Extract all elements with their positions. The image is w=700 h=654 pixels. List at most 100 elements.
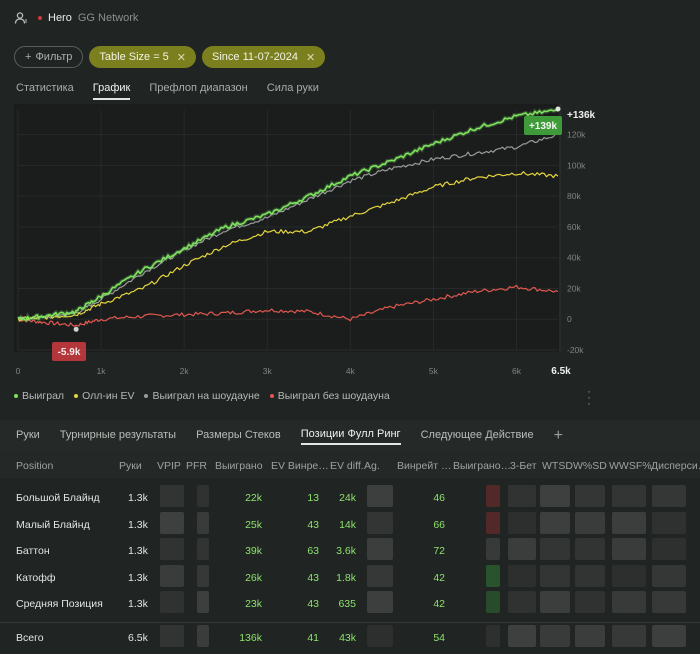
blurred-cell	[486, 485, 500, 507]
blurred-cell	[197, 538, 209, 560]
filter-label: Фильтр	[35, 51, 73, 63]
blurred-cell	[486, 565, 500, 587]
chart-legend: Выиграл Олл-ин EV Выиграл на шоудауне Вы…	[14, 390, 390, 402]
table-row[interactable]: Большой Блайнд 1.3k 22k 13 24k 46	[0, 488, 700, 514]
legend-item-showdown[interactable]: Выиграл на шоудауне	[144, 390, 260, 402]
chip-label: Since 11-07-2024	[212, 51, 299, 63]
cell-position: Средняя Позиция	[16, 598, 103, 610]
column-variance[interactable]: Дисперси…	[651, 460, 700, 472]
series-line-non-showdown	[17, 284, 559, 327]
tab-statistics[interactable]: Статистика	[16, 82, 74, 94]
plus-icon: +	[25, 51, 32, 63]
legend-item-allin-ev[interactable]: Олл-ин EV	[74, 390, 134, 402]
tab-hands[interactable]: Руки	[16, 428, 40, 441]
filter-chip-since[interactable]: Since 11-07-2024 ✕	[202, 46, 326, 68]
cell-ev-winrate: 13	[307, 492, 319, 504]
cell-won: 136k	[239, 632, 262, 644]
cell-position: Баттон	[16, 545, 50, 557]
table-row[interactable]: Баттон 1.3k 39k 63 3.6k 72	[0, 541, 700, 567]
blurred-cell	[575, 625, 605, 647]
table-row[interactable]: Катофф 1.3k 26k 43 1.8k 42	[0, 568, 700, 594]
top-tabs: Статистика График Префлоп диапазон Сила …	[16, 82, 319, 100]
tab-next-action[interactable]: Следующее Действие	[420, 428, 534, 441]
column-pfr[interactable]: PFR	[186, 460, 207, 472]
cell-winrate: 72	[433, 545, 445, 557]
blurred-cell	[575, 591, 605, 613]
column-ag[interactable]: Ag.	[364, 460, 380, 472]
column-wsd[interactable]: W%SD	[573, 460, 607, 472]
blurred-cell	[486, 538, 500, 560]
cell-won: 25k	[245, 519, 262, 531]
blurred-cell	[367, 591, 393, 613]
y-tick-label: 60k	[567, 222, 581, 232]
cell-hands: 1.3k	[128, 572, 148, 584]
add-tab-icon[interactable]: +	[553, 427, 563, 444]
blurred-cell	[612, 565, 646, 587]
add-filter-button[interactable]: + Фильтр	[14, 46, 84, 68]
tab-preflop-range[interactable]: Префлоп диапазон	[149, 82, 248, 94]
cell-ev-winrate: 43	[307, 572, 319, 584]
close-icon[interactable]: ✕	[176, 51, 187, 64]
column-won[interactable]: Выиграно	[215, 460, 263, 472]
filter-chip-table-size[interactable]: Table Size = 5 ✕	[89, 46, 197, 68]
x-tick-label: 6k	[512, 366, 522, 376]
column-wtsd[interactable]: WTSD	[542, 460, 573, 472]
legend-item-won[interactable]: Выиграл	[14, 390, 64, 402]
cell-ev-winrate: 63	[307, 545, 319, 557]
close-icon[interactable]: ✕	[306, 51, 316, 64]
plot-area	[14, 104, 560, 352]
y-tick-label: 120k	[567, 130, 586, 140]
column-ev-diff[interactable]: EV diff.	[330, 460, 364, 472]
column-3bet[interactable]: 3-Бет	[510, 460, 537, 472]
table-row-total[interactable]: Всего 6.5k 136k 41 43k 54	[0, 628, 700, 654]
y-tick-label: 80k	[567, 191, 581, 201]
legend-item-non-showdown[interactable]: Выиграл без шоудауна	[269, 390, 390, 402]
cell-hands: 1.3k	[128, 492, 148, 504]
blurred-cell	[652, 512, 686, 534]
column-won-2[interactable]: Выиграно…	[453, 460, 512, 472]
cell-ev-diff: 24k	[339, 492, 356, 504]
blurred-cell	[540, 591, 570, 613]
table-row[interactable]: Малый Блайнд 1.3k 25k 43 14k 66	[0, 515, 700, 541]
x-tick-label: 0	[16, 366, 21, 376]
tab-tournament-results[interactable]: Турнирные результаты	[59, 428, 177, 441]
divider	[0, 622, 700, 623]
y-tick-label: 20k	[567, 283, 581, 293]
column-winrate[interactable]: Винрейт …	[397, 460, 452, 472]
more-vertical-icon[interactable]: · · ·	[587, 384, 591, 410]
column-ev-winrate[interactable]: EV Винре…	[271, 460, 329, 472]
blurred-cell	[612, 485, 646, 507]
blurred-cell	[367, 538, 393, 560]
column-vpip[interactable]: VPIP	[157, 460, 181, 472]
blurred-cell	[197, 565, 209, 587]
table-row[interactable]: Средняя Позиция 1.3k 23k 43 635 42	[0, 594, 700, 620]
blurred-cell	[652, 485, 686, 507]
blurred-cell	[612, 591, 646, 613]
blurred-cell	[160, 591, 184, 613]
cell-hands: 1.3k	[128, 598, 148, 610]
column-wwsf[interactable]: WWSF%	[609, 460, 652, 472]
blurred-cell	[540, 625, 570, 647]
series-line-won	[17, 109, 559, 321]
blurred-cell	[197, 591, 209, 613]
tab-stack-sizes[interactable]: Размеры Стеков	[196, 428, 281, 441]
user-icon[interactable]	[14, 11, 28, 25]
blurred-cell	[540, 538, 570, 560]
blurred-cell	[612, 625, 646, 647]
cell-winrate: 42	[433, 598, 445, 610]
column-position[interactable]: Position	[16, 460, 54, 472]
cell-won: 23k	[245, 598, 262, 610]
player-name[interactable]: Hero	[48, 12, 72, 24]
cell-ev-winrate: 41	[307, 632, 319, 644]
column-hands[interactable]: Руки	[119, 460, 142, 472]
blurred-cell	[652, 565, 686, 587]
network-name: GG Network	[77, 12, 139, 24]
x-tick-label: 5k	[429, 366, 439, 376]
blurred-cell	[652, 538, 686, 560]
tab-positions-full-ring[interactable]: Позиции Фулл Ринг	[300, 428, 401, 445]
blurred-cell	[160, 485, 184, 507]
tab-graph[interactable]: График	[92, 82, 131, 100]
blurred-cell	[652, 591, 686, 613]
tab-hand-strength[interactable]: Сила руки	[266, 82, 319, 94]
blurred-cell	[508, 625, 536, 647]
